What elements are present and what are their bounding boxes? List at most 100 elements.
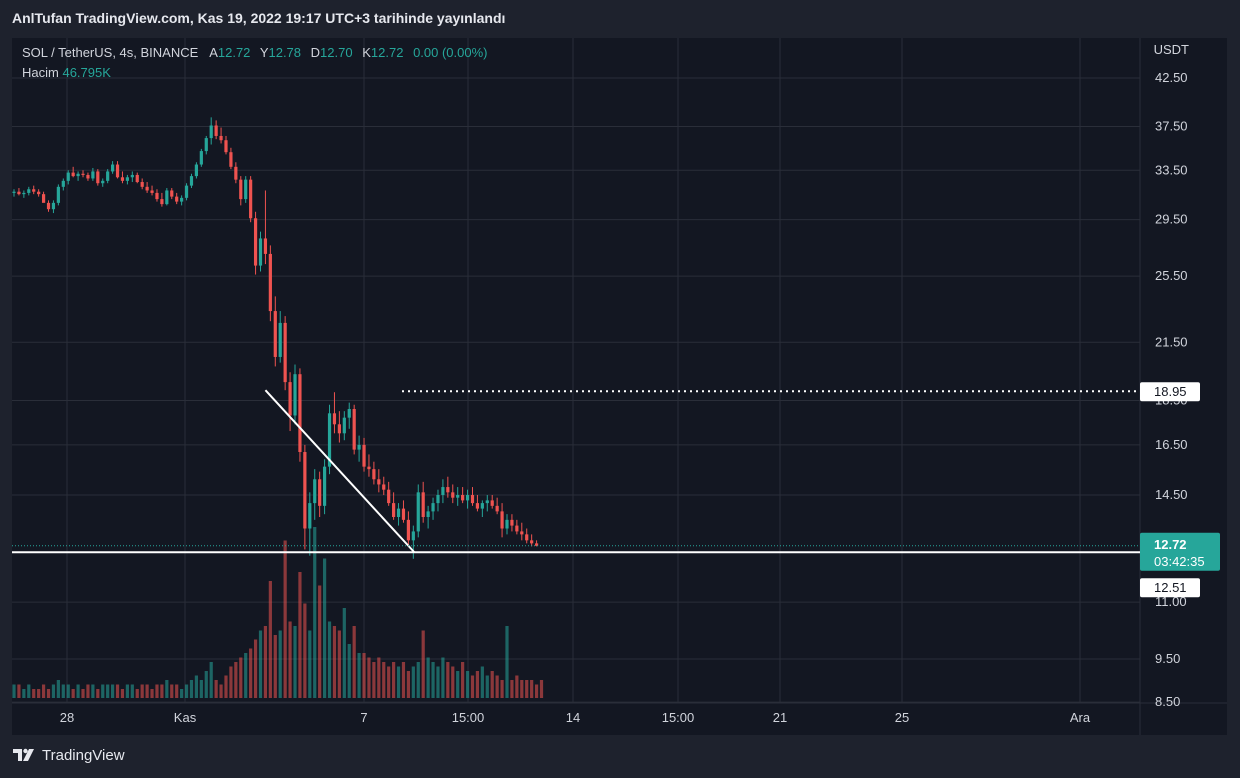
- volume-bar: [406, 671, 410, 698]
- candle-body: [268, 253, 272, 312]
- legend-low-value: 12.70: [320, 45, 353, 60]
- candle-body: [229, 152, 233, 167]
- candle-body: [372, 469, 376, 480]
- legend-change: 0.00 (0.00%): [413, 45, 488, 60]
- volume-bar: [71, 689, 75, 698]
- candle-body: [180, 197, 184, 202]
- chart-panel[interactable]: 42.5037.5033.5029.5025.5021.5018.5016.50…: [12, 38, 1227, 735]
- volume-bar: [318, 585, 322, 698]
- publication-header: AnlTufan TradingView.com, Kas 19, 2022 1…: [12, 10, 506, 26]
- volume-bar: [485, 675, 489, 698]
- volume-bar: [22, 689, 26, 698]
- candle-body: [293, 374, 297, 416]
- candle-body: [441, 487, 445, 495]
- volume-bar: [446, 662, 450, 698]
- volume-bar: [436, 666, 440, 698]
- tradingview-brand[interactable]: TradingView: [12, 745, 125, 765]
- tradingview-logo-icon: [13, 748, 34, 761]
- volume-bar: [56, 680, 60, 698]
- volume-bar: [401, 662, 406, 698]
- candle-body: [347, 409, 351, 418]
- candle-body: [81, 173, 85, 175]
- candle-body: [392, 503, 396, 518]
- candle-body: [32, 189, 36, 192]
- volume-bar: [239, 657, 243, 698]
- candle-body: [249, 179, 253, 219]
- volume-bar: [416, 662, 420, 698]
- legend-symbol[interactable]: SOL / TetherUS, 4s, BINANCE: [22, 45, 199, 60]
- candle-body: [387, 489, 391, 504]
- candle-body: [377, 479, 381, 485]
- candle-body: [150, 190, 154, 193]
- candle-body: [313, 479, 317, 504]
- candle-body: [253, 218, 258, 266]
- x-tick-label: Ara: [1070, 710, 1091, 725]
- volume-bar: [421, 630, 425, 698]
- candle-body: [495, 505, 499, 512]
- candle-body: [485, 500, 489, 504]
- volume-bar: [283, 540, 287, 698]
- volume-bar: [372, 662, 376, 698]
- volume-bar: [470, 675, 475, 698]
- volume-bar: [465, 671, 470, 698]
- candle-body: [362, 444, 366, 467]
- volume-bar: [135, 689, 139, 698]
- candlestick-chart[interactable]: 42.5037.5033.5029.5025.5021.5018.5016.50…: [12, 38, 1227, 735]
- volume-bar: [111, 684, 115, 698]
- candle-body: [56, 186, 60, 203]
- volume-bar: [342, 608, 346, 698]
- volume-bar: [219, 684, 223, 698]
- legend-open-key: A: [209, 45, 218, 60]
- candle-body: [61, 180, 65, 187]
- y-tick-label: 42.50: [1155, 70, 1188, 85]
- candle-body: [298, 374, 302, 453]
- volume-bar: [120, 689, 125, 698]
- candle-body: [332, 413, 337, 425]
- volume-bar: [495, 675, 499, 698]
- candle-body: [515, 525, 519, 532]
- volume-bar: [451, 666, 455, 698]
- candle-body: [101, 180, 105, 184]
- volume-bar: [37, 689, 41, 698]
- y-tick-label: 33.50: [1155, 162, 1188, 177]
- volume-bar: [155, 684, 159, 698]
- price-tag-label: 18.95: [1154, 384, 1187, 399]
- volume-bar: [530, 680, 534, 698]
- candle-body: [337, 424, 341, 434]
- volume-bar: [308, 630, 312, 698]
- candle-body: [318, 479, 322, 506]
- chart-legend: SOL / TetherUS, 4s, BINANCE A12.72 Y12.7…: [22, 44, 494, 84]
- candle-body: [322, 466, 327, 506]
- candle-body: [401, 508, 406, 520]
- volume-bar: [244, 653, 248, 698]
- candle-body: [475, 503, 480, 509]
- volume-bar: [510, 680, 514, 698]
- candle-body: [125, 177, 129, 181]
- x-tick-label: 15:00: [452, 710, 485, 725]
- volume-bar: [253, 639, 258, 698]
- volume-bar: [51, 684, 56, 698]
- volume-bar: [76, 684, 80, 698]
- candle-body: [120, 177, 125, 181]
- candle-body: [431, 503, 435, 512]
- candle-body: [189, 176, 194, 186]
- candle-body: [22, 192, 26, 195]
- price-tag: [1140, 382, 1200, 402]
- candle-body: [278, 322, 282, 357]
- candle-body: [283, 322, 287, 383]
- volume-bar: [293, 626, 297, 698]
- candle-body: [244, 179, 248, 200]
- candle-body: [465, 495, 470, 501]
- price-tag: [1140, 578, 1200, 598]
- candle-body: [37, 191, 41, 195]
- volume-bar: [347, 644, 351, 698]
- volume-bar: [96, 689, 100, 698]
- price-axis-currency: USDT: [1153, 42, 1189, 57]
- volume-bar: [515, 675, 519, 698]
- volume-bar: [273, 635, 277, 698]
- candle-body: [71, 172, 75, 177]
- volume-bar: [101, 684, 105, 698]
- legend-volume-key: Hacim: [22, 65, 59, 80]
- volume-bar: [180, 689, 184, 698]
- volume-bar: [278, 630, 282, 698]
